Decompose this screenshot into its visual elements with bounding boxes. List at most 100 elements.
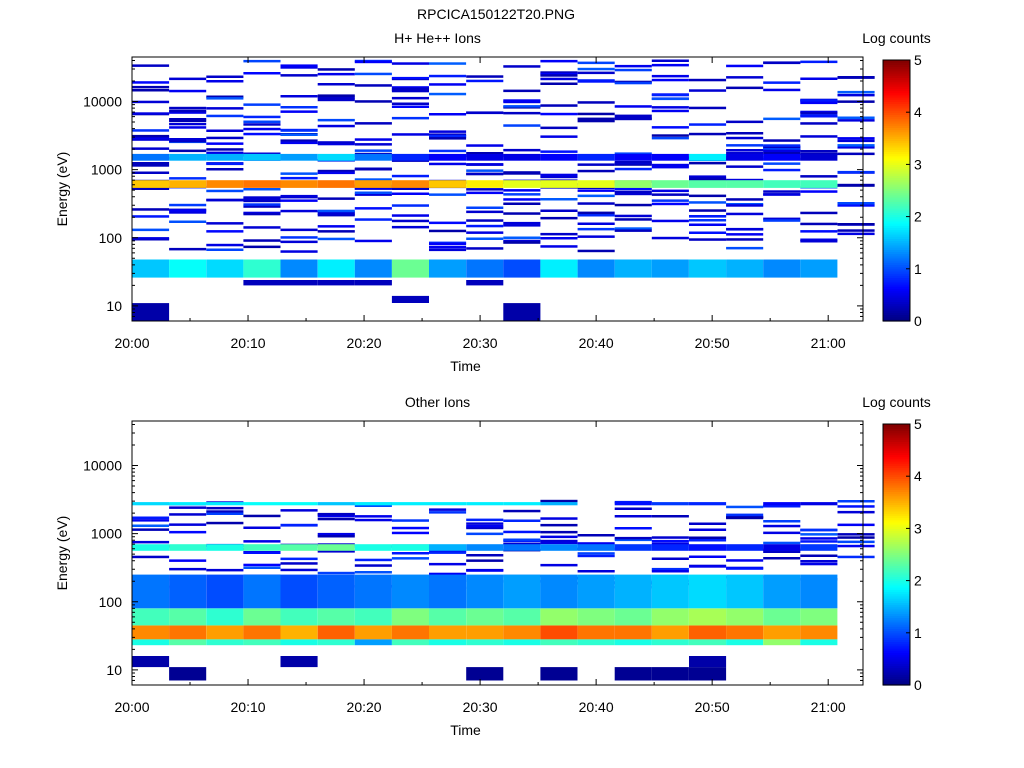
heatmap-cell	[206, 248, 244, 251]
heatmap-cell	[689, 555, 727, 558]
colorbar-tick-label: 5	[914, 416, 922, 432]
colorbar-segment	[883, 537, 910, 540]
colorbar-segment	[883, 90, 910, 94]
heatmap-cell	[206, 148, 244, 151]
heatmap-cell	[726, 516, 764, 520]
heatmap-cell	[651, 134, 689, 137]
heatmap-cell	[614, 180, 652, 188]
heatmap-cell	[391, 87, 429, 91]
heatmap-cell	[280, 625, 318, 640]
heatmap-cell	[280, 236, 318, 239]
heatmap-cell	[466, 502, 504, 506]
heatmap-cell	[169, 608, 207, 626]
colorbar-segment	[883, 216, 910, 220]
colorbar-segment	[883, 110, 910, 113]
heatmap-cell	[540, 153, 578, 161]
colorbar-segment	[883, 81, 910, 85]
plot-area	[132, 421, 863, 685]
heatmap-cell	[169, 122, 207, 126]
colorbar-segment	[883, 663, 910, 667]
heatmap-cell	[354, 218, 392, 221]
heatmap-cell	[206, 230, 244, 233]
heatmap-cell	[614, 214, 652, 218]
heatmap-cell	[651, 570, 689, 573]
heatmap-cell	[800, 238, 838, 241]
colorbar-segment	[883, 262, 910, 266]
heatmap-cell	[614, 152, 652, 155]
heatmap-cell	[763, 144, 801, 147]
heatmap-cell	[800, 639, 838, 646]
heatmap-cell	[689, 178, 727, 182]
colorbar-segment	[883, 669, 910, 673]
heatmap-cell	[429, 180, 467, 188]
colorbar-segment	[883, 447, 910, 451]
heatmap-cell	[689, 223, 727, 226]
colorbar-segment	[883, 463, 910, 466]
heatmap-cell	[132, 555, 170, 559]
colorbar-segment	[883, 500, 910, 503]
heatmap-cell	[132, 656, 170, 668]
colorbar-segment	[883, 493, 910, 497]
colorbar-segment	[883, 680, 910, 684]
colorbar-segment	[883, 173, 910, 176]
heatmap-cell	[317, 230, 355, 233]
heatmap-cell	[317, 237, 355, 241]
colorbar-segment	[883, 166, 910, 170]
heatmap-cell	[169, 639, 207, 646]
heatmap-cell	[614, 625, 652, 640]
heatmap-cell	[540, 112, 578, 116]
colorbar-segment	[883, 678, 910, 682]
heatmap-cell	[800, 540, 838, 543]
heatmap-cell	[280, 280, 318, 286]
heatmap-cell	[614, 229, 652, 232]
heatmap-cell	[651, 259, 689, 278]
colorbar-segment	[883, 602, 910, 606]
heatmap-cell	[466, 608, 504, 626]
heatmap-cell	[354, 180, 392, 188]
heatmap-cell	[429, 162, 467, 166]
heatmap-cell	[540, 544, 578, 551]
heatmap-cell	[837, 144, 875, 147]
heatmap-cell	[466, 518, 504, 522]
heatmap-cell	[503, 202, 541, 205]
heatmap-cell	[800, 544, 838, 551]
heatmap-cell	[763, 259, 801, 278]
heatmap-cell	[726, 120, 764, 124]
heatmap-cell	[354, 544, 392, 551]
heatmap-cell	[429, 508, 467, 511]
panel-title: Other Ions	[405, 394, 470, 410]
heatmap-cell	[169, 513, 207, 516]
heatmap-cell	[614, 639, 652, 646]
colorbar-tick-label: 1	[914, 625, 922, 641]
heatmap-cell	[763, 152, 801, 155]
heatmap-cell	[837, 204, 875, 207]
colorbar-segment	[883, 153, 910, 157]
colorbar-segment	[883, 582, 910, 586]
heatmap-cell	[726, 76, 764, 79]
colorbar-segment	[883, 131, 910, 135]
heatmap-cell	[540, 77, 578, 81]
heatmap-cell	[503, 65, 541, 68]
heatmap-cell	[800, 533, 838, 536]
heatmap-cell	[689, 259, 727, 278]
colorbar-segment	[883, 77, 910, 81]
heatmap-cell	[206, 568, 244, 572]
heatmap-cell	[800, 574, 838, 609]
colorbar-segment	[883, 624, 910, 627]
heatmap-cell	[391, 180, 429, 188]
colorbar-segment	[883, 160, 910, 163]
heatmap-cell	[689, 667, 727, 681]
colorbar-segment	[883, 634, 910, 638]
heatmap-cell	[391, 625, 429, 640]
colorbar-segment	[883, 314, 910, 318]
heatmap-cell	[243, 239, 281, 242]
heatmap-cell	[837, 139, 875, 143]
heatmap-cell	[429, 245, 467, 249]
heatmap-cell	[354, 84, 392, 87]
colorbar-segment	[883, 60, 910, 63]
heatmap-cell	[280, 106, 318, 109]
heatmap-cell	[169, 502, 207, 506]
heatmap-cell	[391, 116, 429, 120]
colorbar: 0 1 2 3 4 5 Log counts	[862, 394, 931, 693]
heatmap-cell	[169, 523, 207, 526]
